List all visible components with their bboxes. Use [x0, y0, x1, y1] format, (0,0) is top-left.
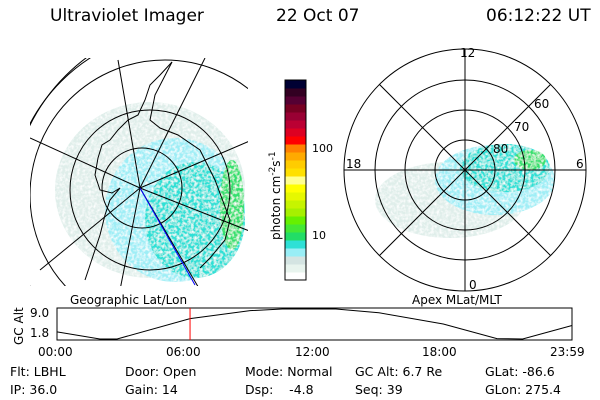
apex-map [343, 48, 587, 292]
lat-label-80: 80 [493, 142, 509, 156]
instrument-title: Ultraviolet Imager [50, 6, 204, 26]
info-mode: Mode: Normal [245, 364, 333, 379]
info-ip: IP: 36.0 [10, 382, 58, 397]
colorbar-band [285, 160, 306, 169]
unit-exp2: -1 [268, 151, 278, 161]
unit-s: s [269, 160, 283, 167]
info-dsp: Dsp: -4.8 [245, 382, 314, 397]
info-seq: Seq: 39 [355, 382, 403, 397]
date-label: 22 Oct 07 [276, 6, 360, 26]
info-gain: Gain: 14 [125, 382, 178, 397]
colorbar-band [285, 120, 306, 129]
mlt-label-12: 12 [460, 46, 476, 60]
info-gc-alt: GC Alt: 6.7 Re [355, 364, 443, 379]
info-filter: Flt: LBHL [10, 364, 66, 379]
colorbar-tick-100: 100 [312, 142, 333, 155]
colorbar-band [285, 216, 306, 225]
time-label: 06:12:22 UT [486, 6, 591, 26]
colorbar-band [285, 264, 306, 273]
ytick-max: 9.0 [30, 306, 50, 320]
colorbar-unit-label: photon cm-2s-1 [268, 151, 283, 240]
mlt-label-6: 6 [576, 157, 584, 171]
colorbar-band [285, 248, 306, 257]
mlt-label-18: 18 [346, 157, 362, 171]
xtick-2: 12:00 [295, 345, 330, 359]
colorbar-band [285, 104, 306, 113]
colorbar-band [285, 80, 306, 89]
colorbar-frame [284, 79, 307, 281]
xtick-0: 00:00 [38, 345, 73, 359]
info-door: Door: Open [125, 364, 197, 379]
mlt-label-0: 0 [469, 278, 477, 292]
orbit-ylabel: GC Alt [12, 307, 26, 345]
aurora-image-left [55, 102, 245, 282]
colorbar-band [285, 144, 306, 153]
geographic-map [30, 58, 248, 286]
colorbar-band [285, 232, 306, 241]
right-map-label: Apex MLat/MLT [412, 293, 502, 307]
info-glon: GLon: 275.4 [485, 382, 561, 397]
xtick-3: 18:00 [422, 345, 457, 359]
unit-exp1: -2 [268, 166, 278, 176]
xtick-4: 23:59 [550, 345, 585, 359]
colorbar-band [285, 168, 306, 177]
orbit-plot-frame [56, 307, 573, 341]
xtick-1: 06:00 [166, 345, 201, 359]
colorbar-band [285, 184, 306, 193]
colorbar-band [285, 240, 306, 249]
colorbar-band [285, 192, 306, 201]
unit-text: photon cm [269, 175, 283, 240]
colorbar [285, 80, 306, 281]
info-glat: GLat: -86.6 [485, 364, 555, 379]
ytick-min: 1.8 [30, 326, 50, 340]
colorbar-band [285, 112, 306, 121]
colorbar-band [285, 152, 306, 161]
colorbar-band [285, 96, 306, 105]
colorbar-band [285, 208, 306, 217]
altitude-line [56, 308, 572, 340]
colorbar-band [285, 256, 306, 265]
colorbar-band [285, 224, 306, 233]
lat-label-70: 70 [514, 120, 530, 134]
colorbar-band [285, 200, 306, 209]
colorbar-tick-10: 10 [312, 229, 326, 242]
colorbar-band [285, 176, 306, 185]
colorbar-band [285, 128, 306, 137]
colorbar-band [285, 88, 306, 97]
colorbar-band [285, 136, 306, 145]
left-map-label: Geographic Lat/Lon [70, 293, 188, 307]
lat-label-60: 60 [534, 97, 550, 111]
colorbar-band [285, 272, 306, 281]
